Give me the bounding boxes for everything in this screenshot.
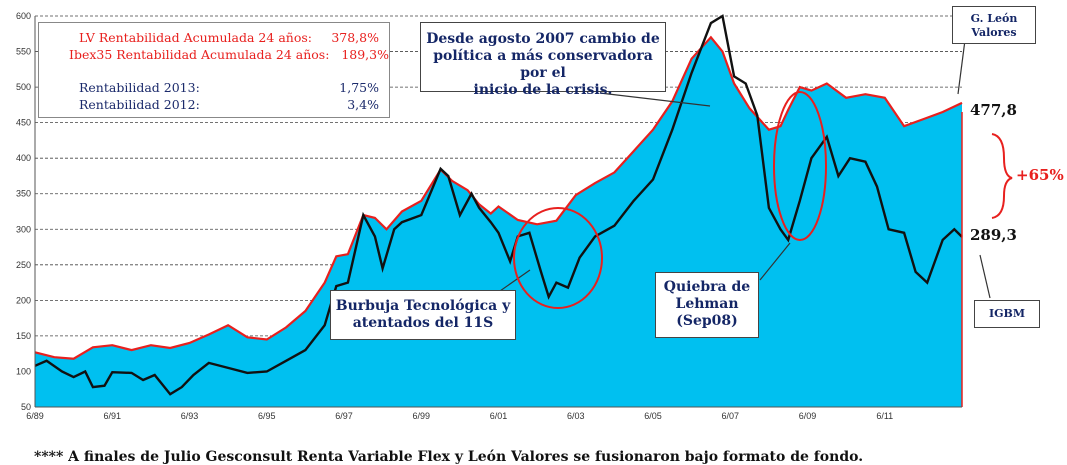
policy-pointer (599, 92, 711, 107)
lv-series-line (34, 35, 963, 360)
y-tick-label: 550 (16, 47, 31, 57)
y-tick-label: 350 (16, 189, 31, 199)
policy-line-3: inicio de la crisis. (473, 82, 613, 98)
lv-label: LV Rentabilidad Acumulada 24 años: (79, 30, 312, 45)
y-tick-labels: 50 100 150 200 250 300 350 400 450 500 550 600 (16, 11, 31, 412)
difference-bracket (991, 133, 1013, 219)
y-tick-label: 400 (16, 153, 31, 163)
igbm-pointer (979, 254, 991, 299)
y-tick-label: 500 (16, 82, 31, 92)
y-tick-label: 450 (16, 118, 31, 128)
x-tick-labels: 6/89 6/91 6/93 6/95 6/97 6/99 6/01 6/03 6/05 6/07… (26, 411, 893, 421)
legend-row-lv: LV Rentabilidad Acumulada 24 años: 378,8… (79, 30, 379, 45)
lv-value: 378,8% (331, 30, 379, 45)
ibex-label: Ibex35 Rentabilidad Acumulada 24 años: (69, 47, 330, 62)
x-tick-label: 6/93 (181, 411, 199, 421)
gleon-line-1: G. León (970, 12, 1018, 25)
bubble-line-2: atentados del 11S (352, 315, 494, 331)
bubble-ellipse (513, 207, 603, 309)
x-tick-label: 6/99 (412, 411, 430, 421)
lehman-line-3: (Sep08) (676, 313, 738, 329)
igbm-series-line (34, 14, 963, 396)
lehman-callout: Quiebra de Lehman (Sep08) (655, 272, 759, 338)
lehman-pointer (759, 242, 791, 281)
bubble-callout: Burbuja Tecnológica y atentados del 11S (330, 290, 516, 340)
y-tick-label: 150 (16, 331, 31, 341)
gleon-label-box: G. León Valores (952, 6, 1036, 44)
difference-label: +65% (1016, 166, 1064, 184)
r2013-label: Rentabilidad 2013: (79, 80, 200, 95)
legend-row-2012: Rentabilidad 2012: 3,4% (79, 97, 379, 112)
lehman-line-1: Quiebra de (663, 279, 751, 295)
y-tick-label: 100 (16, 366, 31, 376)
lv-end-value: 477,8 (970, 101, 1017, 119)
gleon-line-2: Valores (971, 26, 1017, 39)
legend-box: LV Rentabilidad Acumulada 24 años: 378,8… (38, 22, 390, 118)
y-tick-label: 50 (21, 402, 31, 412)
igbm-label-box: IGBM (974, 300, 1040, 328)
gleon-pointer (957, 39, 966, 95)
x-tick-label: 6/07 (721, 411, 739, 421)
lehman-ellipse (773, 91, 827, 241)
policy-callout: Desde agosto 2007 cambio de política a m… (420, 22, 666, 98)
r2013-value: 1,75% (339, 80, 379, 95)
igbm-end-value: 289,3 (970, 226, 1017, 244)
legend-row-2013: Rentabilidad 2013: 1,75% (79, 80, 379, 95)
x-tick-label: 6/91 (103, 411, 121, 421)
x-tick-label: 6/89 (26, 411, 44, 421)
policy-line-2: política a más conservadora por el (433, 48, 653, 81)
r2012-value: 3,4% (347, 97, 379, 112)
x-tick-label: 6/09 (799, 411, 817, 421)
y-tick-label: 300 (16, 224, 31, 234)
y-tick-label: 250 (16, 260, 31, 270)
x-tick-label: 6/05 (644, 411, 662, 421)
footnote: **** A finales de Julio Gesconsult Renta… (34, 449, 864, 465)
lehman-line-2: Lehman (675, 296, 739, 312)
ibex-value: 189,3% (341, 47, 389, 62)
x-tick-label: 6/95 (258, 411, 276, 421)
x-tick-label: 6/11 (876, 411, 893, 421)
policy-line-1: Desde agosto 2007 cambio de (426, 31, 660, 47)
y-tick-label: 200 (16, 295, 31, 305)
r2012-label: Rentabilidad 2012: (79, 97, 200, 112)
x-tick-label: 6/03 (567, 411, 585, 421)
x-tick-label: 6/97 (335, 411, 353, 421)
x-tick-label: 6/01 (490, 411, 508, 421)
legend-row-ibex: Ibex35 Rentabilidad Acumulada 24 años: 1… (69, 47, 389, 62)
igbm-label: IGBM (988, 307, 1025, 320)
bubble-line-1: Burbuja Tecnológica y (335, 298, 511, 314)
y-tick-label: 600 (16, 11, 31, 21)
